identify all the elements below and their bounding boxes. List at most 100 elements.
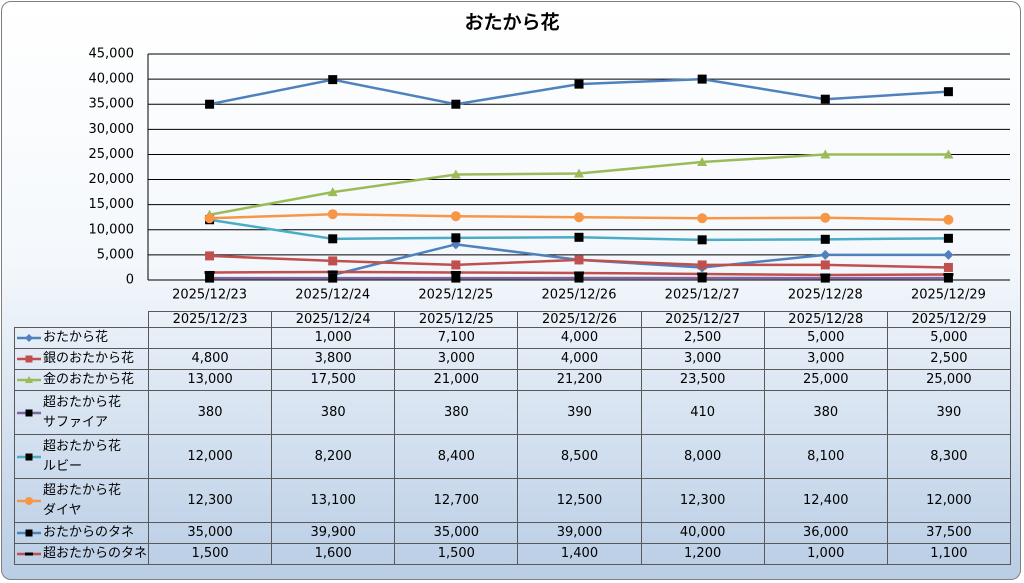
legend-label: 超おたから花 ダイヤ xyxy=(43,482,122,518)
legend-label: 超おたからのタネ xyxy=(43,546,148,561)
legend-item: 超おたから花 ルビー xyxy=(15,437,148,477)
x-tick-label: 2025/12/28 xyxy=(788,288,863,303)
marker xyxy=(697,74,707,84)
legend-item: 超おたから花 サファイア xyxy=(15,393,148,433)
marker xyxy=(574,79,584,89)
value-cell: 12,500 xyxy=(517,478,642,523)
marker xyxy=(328,256,338,266)
x-tick-label: 2025/12/23 xyxy=(172,288,247,303)
marker xyxy=(574,232,584,242)
marker xyxy=(25,552,33,556)
x-tick-label: 2025/12/27 xyxy=(665,288,740,303)
header-cell: 2025/12/25 xyxy=(394,311,519,328)
y-tick-label: 45,000 xyxy=(89,47,135,62)
value-cell: 380 xyxy=(763,390,888,435)
marker xyxy=(943,233,953,243)
value-cell: 12,700 xyxy=(394,478,519,523)
legend-label: 超おたから花 ルビー xyxy=(43,438,122,474)
value-cell: 5,000 xyxy=(886,327,1011,349)
marker xyxy=(328,75,338,85)
data-row: おたからのタネ 35,000 39,900 35,000 39,000 40,000 36,… xyxy=(14,522,1011,544)
data-row: 銀のおたから花 4,800 3,800 3,000 4,000 3,000 3,000 2,5… xyxy=(14,348,1011,370)
marker xyxy=(820,273,831,277)
marker xyxy=(451,99,461,109)
legend-cell: 超おたから花 サファイア xyxy=(14,390,149,435)
value-cell: 390 xyxy=(886,390,1011,435)
value-cell: 13,000 xyxy=(147,369,273,391)
marker xyxy=(943,272,954,276)
legend-cell: おたからのタネ xyxy=(14,522,149,544)
header-cell: 2025/12/27 xyxy=(640,311,765,328)
legend-key xyxy=(17,376,41,383)
series-line xyxy=(209,153,949,216)
legend-key xyxy=(17,453,41,460)
value-cell: 1,000 xyxy=(271,327,396,349)
marker xyxy=(574,273,584,283)
marker xyxy=(943,87,953,97)
value-cell: 5,000 xyxy=(763,327,888,349)
value-cell: 3,000 xyxy=(763,348,888,370)
marker xyxy=(450,169,461,179)
value-cell: 4,800 xyxy=(147,348,273,370)
value-cell: 1,500 xyxy=(394,543,519,565)
value-cell: 8,500 xyxy=(517,434,642,479)
data-row: 超おたから花 ダイヤ 12,300 13,100 12,700 12,500 12,300… xyxy=(14,478,1011,523)
value-cell: 8,000 xyxy=(640,434,765,479)
marker xyxy=(327,209,338,220)
marker xyxy=(943,273,953,283)
value-cell: 410 xyxy=(640,390,765,435)
y-tick-label: 30,000 xyxy=(89,122,135,137)
y-tick-label: 10,000 xyxy=(89,222,135,237)
legend-cell: 銀のおたから花 xyxy=(14,348,149,370)
marker xyxy=(205,99,215,109)
marker xyxy=(697,272,708,276)
legend-label: おたからのタネ xyxy=(43,525,135,540)
legend-cell: 超おたから花 ダイヤ xyxy=(14,478,149,523)
data-table: 2025/12/23 2025/12/24 2025/12/25 2025/12/26… xyxy=(14,311,1011,565)
header-cell: 2025/12/29 xyxy=(886,311,1011,328)
legend-key xyxy=(17,529,41,537)
marker xyxy=(943,262,953,272)
marker xyxy=(204,270,215,274)
marker xyxy=(820,234,830,244)
value-cell: 17,500 xyxy=(271,369,396,391)
value-cell: 1,100 xyxy=(886,543,1011,565)
value-cell: 23,500 xyxy=(640,369,765,391)
value-cell: 390 xyxy=(517,390,642,435)
marker xyxy=(25,409,33,416)
value-cell: 8,400 xyxy=(394,434,519,479)
marker xyxy=(820,94,830,104)
value-cell: 13,100 xyxy=(271,478,396,523)
value-cell: 40,000 xyxy=(640,522,765,544)
value-cell: 12,000 xyxy=(147,434,273,479)
value-cell: 4,000 xyxy=(517,348,642,370)
value-cell: 21,000 xyxy=(394,369,519,391)
marker xyxy=(327,270,338,274)
chart: おたから花 0 5,000 10,000 15,000 20,000 25,000 30,0… xyxy=(89,11,1010,303)
value-cell: 25,000 xyxy=(763,369,888,391)
corner-cell xyxy=(15,312,149,328)
y-tick-label: 0 xyxy=(126,273,134,288)
data-row: 金のおたから花 13,000 17,500 21,000 21,200 23,500 25,… xyxy=(14,369,1011,391)
legend-label: おたから花 xyxy=(43,330,109,345)
marker xyxy=(328,234,338,244)
legend-item: 超おたから花 ダイヤ xyxy=(15,481,148,521)
marker xyxy=(697,235,707,245)
legend-key xyxy=(17,552,41,556)
value-cell: 8,300 xyxy=(886,434,1011,479)
marker xyxy=(451,273,461,283)
legend-cell: おたから花 xyxy=(14,327,149,349)
header-cell: 2025/12/28 xyxy=(763,311,888,328)
marker xyxy=(574,168,584,178)
marker xyxy=(697,260,707,270)
header-cell: 2025/12/24 xyxy=(271,311,396,328)
series-line xyxy=(332,243,949,277)
value-cell: 2,500 xyxy=(640,327,765,349)
marker xyxy=(25,355,33,363)
marker xyxy=(450,270,461,274)
marker xyxy=(820,212,831,223)
marker xyxy=(943,214,954,225)
legend-key xyxy=(17,334,41,342)
marker xyxy=(697,213,708,224)
value-cell: 36,000 xyxy=(763,522,888,544)
